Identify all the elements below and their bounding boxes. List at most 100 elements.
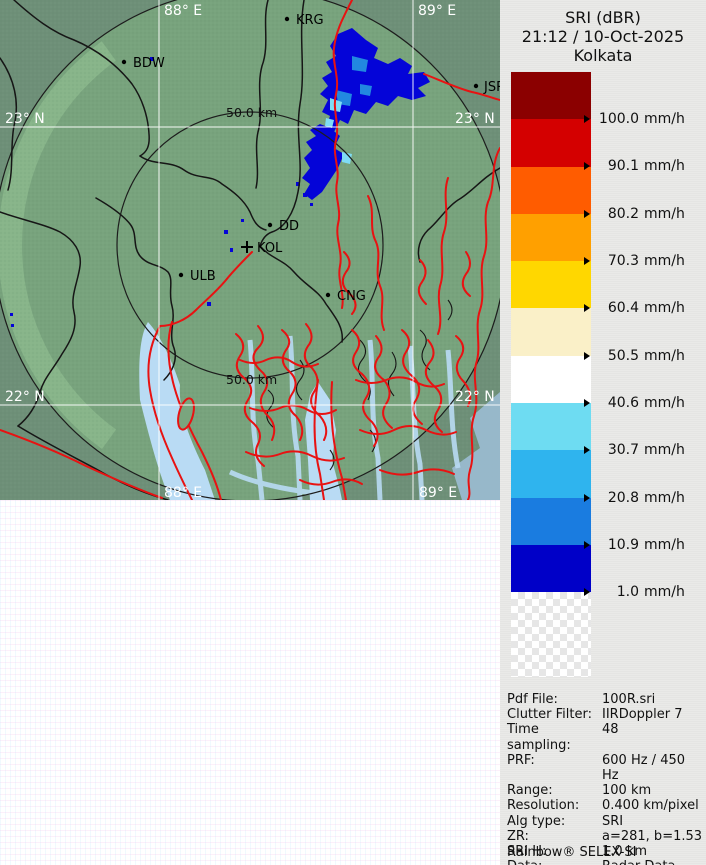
legend-row: 40.6 mm/h [584,394,704,412]
meta-value: 100 km [602,783,652,799]
metadata-block: Pdf File: 100R.sri Clutter Filter: IIRDopp… [507,692,703,865]
meta-value: 100R.sri [602,692,656,707]
meta-label: Clutter Filter: [507,707,592,723]
legend-unit: mm/h [644,348,685,364]
legend-value: 40.6 [607,395,639,411]
rivers-red [0,0,500,500]
title-block: SRI (dBR) 21:12 / 10-Oct-2025 Kolkata [500,8,706,65]
legend-value: 50.5 [607,348,639,364]
meta-label: Alg type: [507,813,566,829]
city-dot-krg [284,16,290,22]
meta-label: Data: [507,859,602,865]
legend-unit: mm/h [644,300,685,316]
blank-dithered-area [0,500,500,865]
meta-value: SRI [602,813,624,829]
city-label-kol: KOL [257,241,283,256]
legend-unit: mm/h [644,490,685,506]
city-dot-jsr [473,83,479,89]
city-dot-dd [267,222,273,228]
meta-label: Range: [507,783,553,799]
city-markers: BDW KRG JSR DD KOL ULB CNG [121,13,500,304]
city-label-cng: CNG [337,289,366,304]
legend-value: 30.7 [607,442,639,458]
product-title: SRI (dBR) [565,8,641,27]
tick-arrow-icon [584,352,590,360]
legend-row: 30.7 mm/h [584,441,704,459]
station-name: Kolkata [573,46,633,65]
scale-swatch [511,403,591,451]
precipitation-cell [302,28,430,200]
latlon-grid [0,0,500,500]
metadata-row: Range: 100 km [507,783,703,798]
scale-swatch [511,497,591,545]
tick-arrow-icon [584,210,590,218]
legend-unit: mm/h [644,442,685,458]
legend-row: 50.5 mm/h [584,347,704,365]
legend-row: 1.0 mm/h [584,583,704,601]
meta-label: Pdf File: [507,692,558,707]
meta-value: 600 Hz / 450 Hz [602,752,686,784]
lat-label-left-north: 23° N [5,111,45,127]
meta-value: IIRDoppler 7 [602,707,683,723]
legend-unit: mm/h [644,537,685,553]
legend-value: 60.4 [607,300,639,316]
metadata-row: Resolution: 0.400 km/pixel [507,798,703,813]
metadata-row: SRI H: 1.0 km [507,844,703,859]
lat-label-left-south: 22° N [5,389,45,405]
legend-row: 80.2 mm/h [584,205,704,223]
radar-map: 88° E 89° E 23° N 23° N 22° N 22° N 88° … [0,0,500,500]
range-ring-label-bottom: 50.0 km [226,372,277,387]
admin-borders [0,0,500,500]
legend-unit: mm/h [644,158,685,174]
range-ring-label-top: 50.0 km [226,105,277,120]
lat-label-right-south: 22° N [455,389,495,405]
metadata-row: Alg type: SRI [507,814,703,829]
legend-unit: mm/h [644,111,685,127]
city-dot-ulb [178,272,184,278]
scale-swatch [511,72,591,120]
legend-unit: mm/h [644,206,685,222]
range-rings [0,0,500,500]
software-credit: Rainbow® SELEX-SI [507,845,637,860]
color-scale [511,72,591,593]
tick-arrow-icon [584,162,590,170]
legend-row: 100.0 mm/h [584,110,704,128]
meta-label: SRI H: [507,844,547,860]
lon-label-top-west: 88° E [164,3,202,19]
scale-swatch [511,308,591,356]
legend-row: 90.1 mm/h [584,157,704,175]
legend-value: 1.0 [616,584,639,600]
legend-row: 60.4 mm/h [584,299,704,317]
scale-swatch [511,213,591,262]
tick-arrow-icon [584,257,590,265]
precipitation-specks [10,57,313,327]
city-label-krg: KRG [296,13,324,28]
lon-label-top-east: 89° E [418,3,456,19]
meta-value: a=281, b=1.53 [602,828,703,844]
meta-value: Radar Data [602,859,703,865]
scale-swatch [511,355,591,404]
lon-label-bottom-east: 89° E [419,485,457,500]
meta-value: 0.400 km/pixel [602,798,699,814]
scale-swatch [511,544,591,593]
legend-value: 80.2 [607,206,639,222]
meta-value: 48 [602,722,619,738]
grid-labels: 88° E 89° E 23° N 23° N 22° N 22° N 88° … [5,3,495,500]
legend-value: 20.8 [607,490,639,506]
legend-row: 70.3 mm/h [584,252,704,270]
lon-label-bottom-west: 88° E [164,485,202,500]
meta-value: 1.0 km [602,844,647,860]
meta-label: ZR: [507,828,529,844]
lat-label-right-north: 23° N [455,111,495,127]
tick-arrow-icon [584,399,590,407]
timestamp: 21:12 / 10-Oct-2025 [521,27,685,46]
legend-unit: mm/h [644,253,685,269]
legend-unit: mm/h [644,584,685,600]
radar-map-canvas: 88° E 89° E 23° N 23° N 22° N 22° N 88° … [0,0,500,500]
legend-value: 90.1 [607,158,639,174]
city-label-ulb: ULB [190,269,216,284]
tick-arrow-icon [584,494,590,502]
meta-label: Resolution: [507,798,580,814]
legend-row: 20.8 mm/h [584,489,704,507]
